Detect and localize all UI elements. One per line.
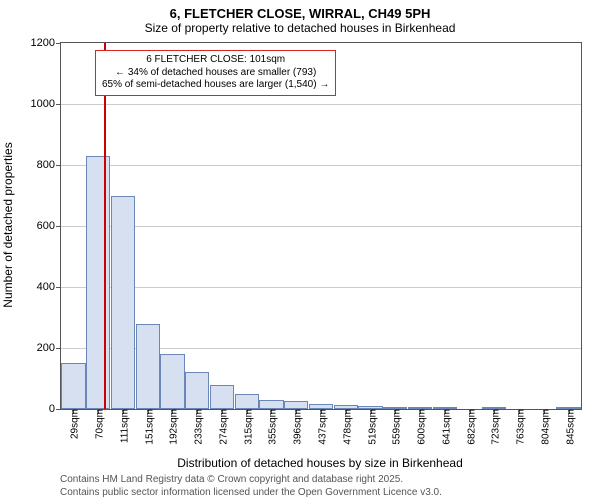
grid-line <box>61 165 581 166</box>
footer-line1: Contains HM Land Registry data © Crown c… <box>60 474 442 487</box>
xtick-label: 600sqm <box>413 409 428 445</box>
xtick-label: 559sqm <box>388 409 403 445</box>
histogram-bar <box>284 401 308 409</box>
histogram-bar <box>259 400 283 409</box>
xtick-label: 192sqm <box>165 409 180 445</box>
xtick-label: 478sqm <box>338 409 353 445</box>
xtick-label: 315sqm <box>239 409 254 445</box>
xtick-label: 804sqm <box>536 409 551 445</box>
xtick-label: 274sqm <box>214 409 229 445</box>
ytick-label: 400 <box>37 281 61 293</box>
footer-attribution: Contains HM Land Registry data © Crown c… <box>60 474 442 499</box>
ytick-label: 1200 <box>31 37 61 49</box>
plot-area: 02004006008001000120029sqm70sqm111sqm151… <box>60 42 582 410</box>
y-axis-label: Number of detached properties <box>1 142 15 307</box>
xtick-label: 763sqm <box>512 409 527 445</box>
footer-line2: Contains public sector information licen… <box>60 487 442 500</box>
ytick-label: 0 <box>49 403 61 415</box>
xtick-label: 233sqm <box>190 409 205 445</box>
xtick-label: 355sqm <box>264 409 279 445</box>
annotation-box: 6 FLETCHER CLOSE: 101sqm← 34% of detache… <box>95 50 336 96</box>
grid-line <box>61 104 581 105</box>
histogram-bar <box>235 394 259 409</box>
ytick-label: 800 <box>37 159 61 171</box>
title-block: 6, FLETCHER CLOSE, WIRRAL, CH49 5PH Size… <box>0 0 600 35</box>
ytick-label: 600 <box>37 220 61 232</box>
chart-subtitle: Size of property relative to detached ho… <box>0 21 600 35</box>
histogram-bar <box>86 156 110 409</box>
histogram-bar <box>136 324 160 409</box>
xtick-label: 396sqm <box>289 409 304 445</box>
property-marker-line <box>104 43 106 409</box>
xtick-label: 519sqm <box>363 409 378 445</box>
histogram-bar <box>61 363 85 409</box>
histogram-bar <box>111 196 135 410</box>
ytick-label: 200 <box>37 342 61 354</box>
xtick-label: 70sqm <box>91 409 106 439</box>
xtick-label: 29sqm <box>66 409 81 439</box>
xtick-label: 641sqm <box>437 409 452 445</box>
xtick-label: 845sqm <box>561 409 576 445</box>
xtick-label: 682sqm <box>462 409 477 445</box>
xtick-label: 437sqm <box>314 409 329 445</box>
xtick-label: 723sqm <box>487 409 502 445</box>
annotation-line: 65% of semi-detached houses are larger (… <box>102 79 329 92</box>
ytick-label: 1000 <box>31 98 61 110</box>
grid-line <box>61 287 581 288</box>
histogram-bar <box>210 385 234 409</box>
histogram-bar <box>160 354 184 409</box>
histogram-bar <box>185 372 209 409</box>
xtick-label: 111sqm <box>115 409 130 443</box>
x-axis-label: Distribution of detached houses by size … <box>60 456 580 470</box>
xtick-label: 151sqm <box>140 409 155 445</box>
grid-line <box>61 226 581 227</box>
annotation-line: ← 34% of detached houses are smaller (79… <box>102 67 329 80</box>
chart-container: 6, FLETCHER CLOSE, WIRRAL, CH49 5PH Size… <box>0 0 600 500</box>
annotation-line: 6 FLETCHER CLOSE: 101sqm <box>102 54 329 67</box>
chart-title: 6, FLETCHER CLOSE, WIRRAL, CH49 5PH <box>0 6 600 21</box>
